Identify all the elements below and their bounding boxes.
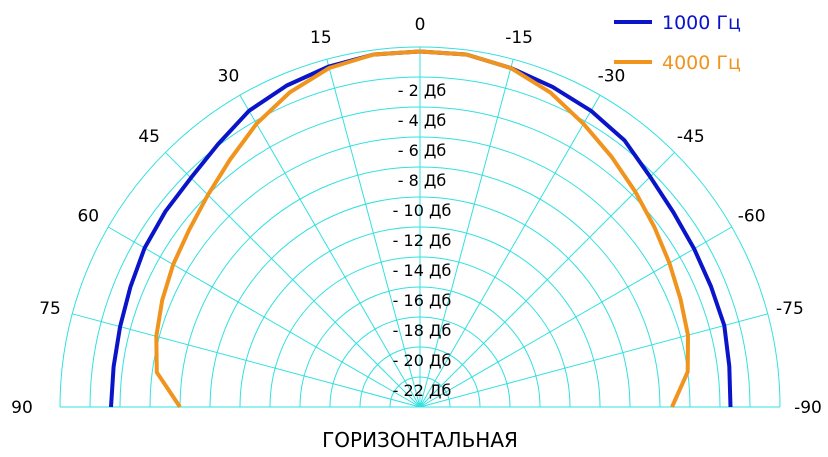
grid-radial (419, 59, 514, 408)
angle-label: 15 (310, 28, 332, 48)
grid-radial (165, 152, 421, 408)
ring-labels: - 2 Дб - 4 Дб - 6 Дб - 8 Дб - 10 Дб - 12 Дб - … (393, 81, 452, 400)
angle-labels: 90 75 60 45 30 15 0 -15 -30 -45 -60 -75 -90 (11, 15, 822, 418)
angle-label: -75 (776, 299, 804, 319)
angle-label: 90 (11, 398, 33, 418)
ring-label: - 6 Дб (398, 141, 447, 160)
x-axis-label: ГОРИЗОНТАЛЬНАЯ (322, 428, 518, 452)
ring-label: - 4 Дб (398, 111, 447, 130)
legend-label: 4000 Гц (662, 52, 741, 74)
grid-radial (72, 313, 421, 408)
ring-label: - 22 Дб (393, 381, 452, 400)
angle-label: 75 (39, 299, 61, 319)
series-lines (109, 49, 733, 409)
ring-label: - 16 Дб (393, 291, 452, 310)
ring-label: - 12 Дб (393, 231, 452, 250)
grid-radial (107, 226, 421, 408)
grid-radial (419, 226, 733, 408)
ring-label: - 18 Дб (393, 321, 452, 340)
ring-label: - 14 Дб (393, 261, 452, 280)
grid-radial (419, 152, 675, 408)
grid-radial (419, 94, 601, 408)
angle-label: -60 (738, 207, 766, 227)
ring-label: - 2 Дб (398, 81, 447, 100)
grid-radial (239, 94, 421, 408)
angle-label: -90 (794, 398, 822, 418)
ring-label: - 10 Дб (393, 201, 452, 220)
angle-label: -15 (505, 28, 533, 48)
angle-label: 60 (77, 207, 99, 227)
angle-label: 45 (138, 127, 160, 147)
legend: 1000 Гц 4000 Гц (614, 12, 741, 74)
grid-radial (419, 313, 768, 408)
ring-label: - 8 Дб (398, 171, 447, 190)
angle-label: -45 (677, 127, 705, 147)
grid-radial (326, 59, 421, 408)
angle-label: -30 (598, 66, 626, 86)
legend-label: 1000 Гц (662, 12, 741, 34)
series-line-2 (154, 49, 690, 409)
angle-label: 0 (415, 15, 426, 35)
angle-label: 30 (218, 66, 240, 86)
ring-label: - 20 Дб (393, 351, 452, 370)
